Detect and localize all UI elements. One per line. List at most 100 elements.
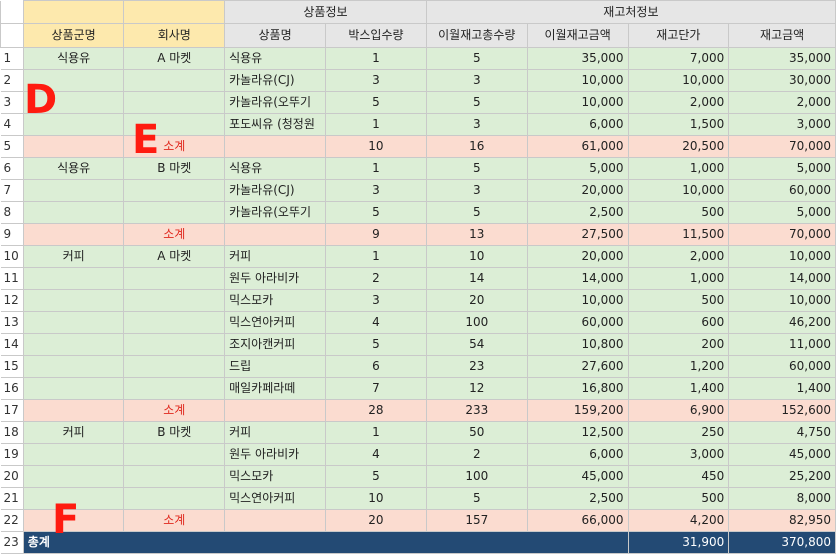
box-qty-cell[interactable]: 6 [325,355,427,378]
monthly-amount-cell[interactable]: 20,000 [526,179,629,202]
monthly-amount-cell[interactable]: 10,000 [526,289,629,312]
category-cell[interactable] [22,135,125,158]
stock-amount-cell[interactable]: 35,000 [728,47,836,70]
stock-amount-cell[interactable]: 82,950 [728,509,836,532]
box-qty-header[interactable]: 박스입수량 [325,23,427,48]
category-cell[interactable]: 식용유 [22,157,125,180]
monthly-amount-cell[interactable]: 12,500 [526,421,629,444]
row-number[interactable]: 4 [0,113,24,136]
box-qty-cell[interactable]: 5 [325,91,427,114]
product-name-cell[interactable]: 카놀라유(CJ) [224,69,327,92]
category-cell[interactable] [22,201,125,224]
monthly-qty-cell[interactable]: 12 [425,377,528,400]
monthly-qty-cell[interactable]: 5 [425,157,528,180]
unit-price-cell[interactable]: 1,200 [627,355,730,378]
row-number[interactable]: 21 [0,487,24,510]
subtotal-label[interactable]: 소계 [123,223,226,246]
company-cell[interactable]: A 마켓 [123,47,226,70]
category-cell[interactable] [22,179,125,202]
stock-amount-cell[interactable]: 25,200 [728,465,836,488]
category-cell[interactable] [22,289,125,312]
company-cell[interactable]: A 마켓 [123,245,226,268]
stock-amount-cell[interactable]: 8,000 [728,487,836,510]
category-group-header[interactable]: 상품군명 [22,23,125,48]
stock-amount-cell[interactable]: 14,000 [728,267,836,290]
unit-price-cell[interactable]: 1,000 [627,157,730,180]
stock-amount-cell[interactable]: 45,000 [728,443,836,466]
box-qty-cell[interactable]: 5 [325,465,427,488]
row-number[interactable]: 18 [0,421,24,444]
company-cell[interactable]: B 마켓 [123,421,226,444]
row-number[interactable]: 20 [0,465,24,488]
category-cell[interactable] [22,509,125,532]
monthly-qty-cell[interactable]: 5 [425,487,528,510]
company-cell[interactable] [123,355,226,378]
product-name-cell[interactable]: 식용유 [224,157,327,180]
unit-price-cell[interactable]: 2,000 [627,245,730,268]
monthly-qty-cell[interactable]: 5 [425,201,528,224]
unit-price-cell[interactable]: 20,500 [627,135,730,158]
category-cell[interactable]: 커피 [22,245,125,268]
monthly-qty-cell[interactable]: 5 [425,91,528,114]
category-cell[interactable] [22,465,125,488]
box-qty-cell[interactable]: 1 [325,245,427,268]
monthly-qty-cell[interactable]: 20 [425,289,528,312]
stock-amount-cell[interactable]: 2,000 [728,91,836,114]
monthly-qty-cell[interactable]: 100 [425,465,528,488]
monthly-amount-cell[interactable]: 27,600 [526,355,629,378]
company-cell[interactable] [123,289,226,312]
row-number[interactable]: 5 [0,135,24,158]
stock-amount-header[interactable]: 재고금액 [728,23,836,48]
monthly-qty-cell[interactable]: 16 [425,135,528,158]
row-number[interactable]: 10 [0,245,24,268]
unit-price-cell[interactable]: 500 [627,201,730,224]
unit-price-cell[interactable]: 1,500 [627,113,730,136]
product-name-cell[interactable]: 믹스연아커피 [224,311,327,334]
product-name-cell[interactable] [224,135,327,158]
box-qty-cell[interactable]: 5 [325,201,427,224]
category-cell[interactable]: 커피 [22,421,125,444]
box-qty-cell[interactable]: 4 [325,311,427,334]
box-qty-cell[interactable]: 3 [325,179,427,202]
unit-price-cell[interactable]: 3,000 [627,443,730,466]
box-qty-cell[interactable]: 3 [325,289,427,312]
grand-total-label[interactable]: 총계 [22,531,629,554]
row-number[interactable]: 19 [0,443,24,466]
box-qty-cell[interactable]: 2 [325,267,427,290]
category-cell[interactable]: 식용유 [22,47,125,70]
corner-cell[interactable] [0,0,24,24]
stock-amount-cell[interactable]: 4,750 [728,421,836,444]
monthly-amount-cell[interactable]: 16,800 [526,377,629,400]
monthly-amount-cell[interactable]: 2,500 [526,201,629,224]
row-number[interactable]: 1 [0,47,24,70]
monthly-qty-cell[interactable]: 13 [425,223,528,246]
box-qty-cell[interactable]: 4 [325,443,427,466]
unit-price-cell[interactable]: 7,000 [627,47,730,70]
company-cell[interactable] [123,465,226,488]
product-name-cell[interactable]: 포도씨유 (청정원 [224,113,327,136]
company-cell[interactable] [123,377,226,400]
monthly-amount-cell[interactable]: 6,000 [526,113,629,136]
monthly-qty-cell[interactable]: 100 [425,311,528,334]
monthly-qty-cell[interactable]: 50 [425,421,528,444]
monthly-amount-cell[interactable]: 61,000 [526,135,629,158]
row-number[interactable]: 2 [0,69,24,92]
monthly-amount-cell[interactable]: 20,000 [526,245,629,268]
category-cell[interactable] [22,333,125,356]
monthly-amount-cell[interactable]: 10,800 [526,333,629,356]
monthly-qty-cell[interactable]: 23 [425,355,528,378]
company-cell[interactable] [123,179,226,202]
row-number[interactable]: 13 [0,311,24,334]
unit-price-cell[interactable]: 10,000 [627,69,730,92]
unit-price-cell[interactable]: 200 [627,333,730,356]
monthly-amount-cell[interactable]: 14,000 [526,267,629,290]
product-name-cell[interactable]: 드립 [224,355,327,378]
monthly-qty-cell[interactable]: 5 [425,47,528,70]
stock-amount-cell[interactable]: 70,000 [728,223,836,246]
unit-price-cell[interactable]: 10,000 [627,179,730,202]
stock-amount-cell[interactable]: 46,200 [728,311,836,334]
box-qty-cell[interactable]: 20 [325,509,427,532]
category-cell[interactable] [22,443,125,466]
monthly-amount-cell[interactable]: 6,000 [526,443,629,466]
product-name-cell[interactable] [224,223,327,246]
